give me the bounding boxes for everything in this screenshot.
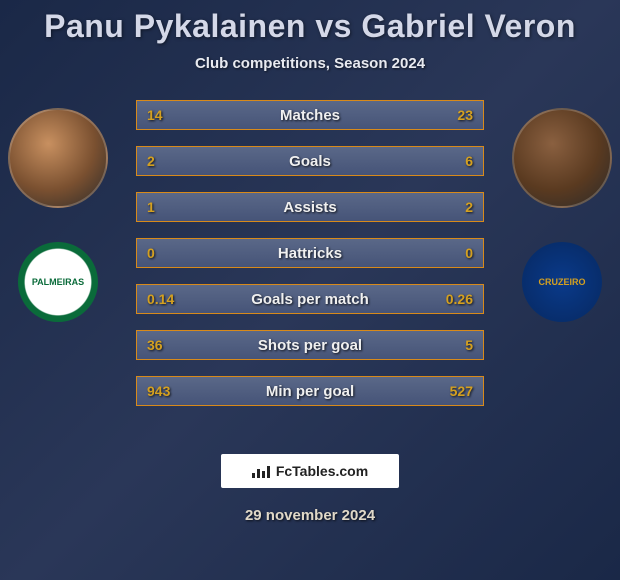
stat-label: Min per goal <box>137 377 483 405</box>
stat-label: Matches <box>137 101 483 129</box>
page-title: Panu Pykalainen vs Gabriel Veron <box>0 0 620 45</box>
date-text: 29 november 2024 <box>0 507 620 524</box>
stat-label: Shots per goal <box>137 331 483 359</box>
watermark: FcTables.com <box>221 454 399 488</box>
watermark-text: FcTables.com <box>276 463 368 479</box>
stat-label: Assists <box>137 193 483 221</box>
stat-label: Goals per match <box>137 285 483 313</box>
stat-row: 1423Matches <box>136 100 484 130</box>
stat-label: Goals <box>137 147 483 175</box>
player-right-club-badge: CRUZEIRO <box>522 242 602 322</box>
stat-row: 26Goals <box>136 146 484 176</box>
player-left-club-badge: PALMEIRAS <box>18 242 98 322</box>
comparison-panel: PALMEIRAS CRUZEIRO 1423Matches 26Goals 12A… <box>0 100 620 440</box>
chart-icon <box>252 464 270 478</box>
player-left-avatar <box>8 108 108 208</box>
stat-row: 0.140.26Goals per match <box>136 284 484 314</box>
stat-row: 943527Min per goal <box>136 376 484 406</box>
stat-bars: 1423Matches 26Goals 12Assists 00Hattricks 0.… <box>136 100 484 422</box>
page-subtitle: Club competitions, Season 2024 <box>0 55 620 72</box>
stat-row: 00Hattricks <box>136 238 484 268</box>
stat-row: 12Assists <box>136 192 484 222</box>
stat-label: Hattricks <box>137 239 483 267</box>
player-right-avatar <box>512 108 612 208</box>
stat-row: 365Shots per goal <box>136 330 484 360</box>
